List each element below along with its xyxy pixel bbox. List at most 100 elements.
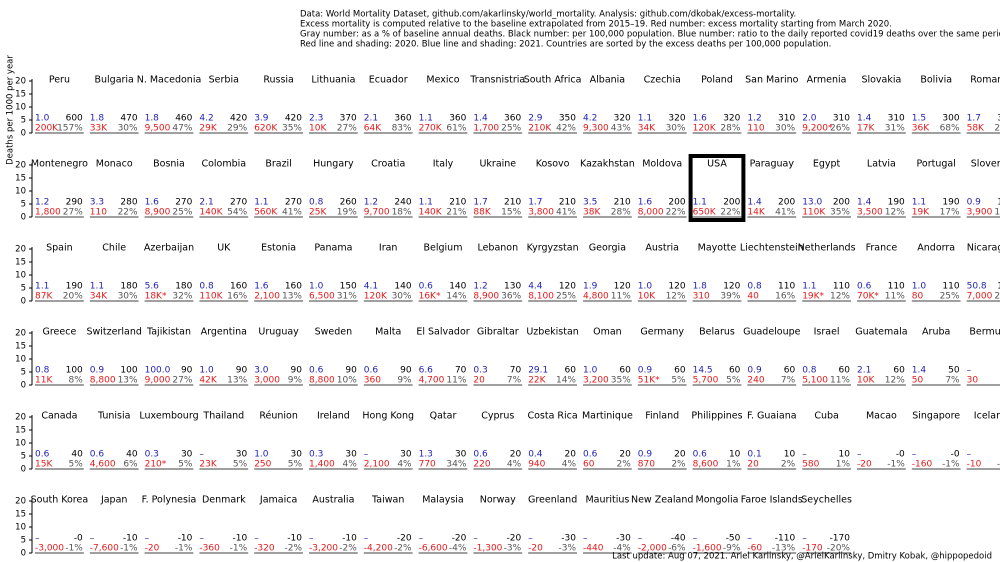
excess-deaths: 34K — [90, 292, 108, 302]
per-100k: 140 — [394, 282, 411, 292]
country-name: Panama — [314, 243, 352, 254]
excess-pct: 27% — [994, 292, 1000, 302]
ratio: 0.6 — [364, 366, 379, 376]
excess-pct: 36% — [501, 292, 521, 302]
per-100k: -0 — [74, 534, 83, 544]
excess-pct: 27% — [172, 376, 192, 386]
excess-pct: 22% — [666, 208, 686, 218]
country-name: Mongolia — [696, 495, 739, 506]
excess-deaths: 310 — [693, 292, 710, 302]
country-name: Spain — [46, 243, 73, 254]
excess-pct: 13% — [118, 376, 138, 386]
excess-deaths: 200K — [35, 124, 59, 134]
excess-deaths: 3,000 — [254, 376, 280, 386]
ratio: 1.1 — [693, 198, 707, 208]
excess-pct: 8% — [69, 376, 84, 386]
country-name: Kyrgyzstan — [527, 243, 579, 254]
country-name: Martinique — [582, 411, 633, 422]
per-100k: 40 — [126, 450, 138, 460]
excess-pct: -1% — [942, 460, 960, 470]
country-name: Bosnia — [153, 159, 185, 170]
per-100k: -0 — [896, 450, 905, 460]
excess-deaths: 70K* — [857, 292, 879, 302]
excess-pct: 25% — [556, 292, 576, 302]
excess-deaths: -170 — [802, 544, 823, 554]
ratio: – — [90, 534, 95, 544]
ratio: – — [364, 534, 369, 544]
ratio: 1.8 — [693, 282, 708, 292]
ratio: 1.0 — [254, 450, 269, 460]
per-100k: 200 — [778, 198, 795, 208]
per-100k: 470 — [120, 114, 137, 124]
y-tick-label: 0 — [21, 129, 26, 139]
excess-pct: -4% — [449, 544, 467, 554]
country-name: Uruguay — [258, 327, 299, 338]
excess-deaths: 1,700 — [473, 124, 499, 134]
excess-deaths: 560K — [254, 208, 278, 218]
ratio: 5.6 — [145, 282, 160, 292]
country-name: Brazil — [265, 159, 292, 170]
excess-pct: 2% — [671, 460, 686, 470]
per-100k: 110 — [942, 282, 959, 292]
per-100k: 90 — [400, 366, 412, 376]
ratio: – — [199, 534, 204, 544]
excess-deaths: -4,200 — [364, 544, 393, 554]
excess-pct: -6% — [668, 544, 686, 554]
per-100k: 150 — [340, 282, 357, 292]
y-tick-label: 20 — [15, 161, 26, 171]
excess-pct: 21% — [446, 208, 466, 218]
excess-deaths: 4,800 — [583, 292, 609, 302]
country-name: Réunion — [259, 411, 298, 422]
per-100k: 60 — [784, 366, 796, 376]
country-name: Malta — [375, 327, 401, 338]
ratio: 2.3 — [309, 114, 323, 124]
ratio: 1.1 — [35, 282, 49, 292]
country-name: Ukraine — [479, 159, 516, 170]
y-tick-label: 10 — [15, 523, 26, 533]
country-name: UK — [217, 243, 231, 254]
excess-pct: -13% — [772, 544, 796, 554]
ratio: 14.5 — [693, 366, 713, 376]
per-100k: 190 — [66, 282, 83, 292]
excess-deaths: 8,800 — [90, 376, 116, 386]
country-name: Netherlands — [798, 243, 856, 254]
ratio: 0.9 — [747, 366, 762, 376]
excess-pct: -3% — [504, 544, 522, 554]
ratio: 0.8 — [747, 282, 762, 292]
ratio: – — [254, 534, 259, 544]
excess-pct: 32% — [172, 292, 192, 302]
per-100k: 300 — [942, 114, 959, 124]
ratio: 3.9 — [254, 114, 269, 124]
ratio: – — [199, 450, 204, 460]
country-name: Russia — [263, 75, 294, 86]
country-name: Qatar — [430, 411, 457, 422]
ratio: 1.1 — [638, 114, 652, 124]
excess-deaths: 9,500 — [145, 124, 171, 134]
excess-deaths: 650K — [693, 208, 717, 218]
excess-pct: 11% — [830, 376, 850, 386]
ratio: 2.1 — [199, 198, 213, 208]
ratio: 4.2 — [199, 114, 213, 124]
country-name: Iran — [379, 243, 398, 254]
ratio: 0.9 — [638, 366, 653, 376]
per-100k: 60 — [674, 366, 686, 376]
country-name: Seychelles — [801, 495, 852, 506]
excess-deaths: 23K — [199, 460, 217, 470]
per-100k: 290 — [66, 198, 83, 208]
excess-deaths: 51K* — [638, 376, 660, 386]
per-100k: -10 — [342, 534, 357, 544]
excess-pct: -1% — [230, 544, 248, 554]
country-name: Belarus — [699, 327, 735, 338]
per-100k: -20 — [397, 534, 412, 544]
per-100k: 120 — [559, 282, 576, 292]
country-name: Tajikistan — [146, 327, 191, 338]
y-tick-label: 5 — [21, 116, 26, 126]
country-name: Austria — [645, 243, 679, 254]
excess-deaths: -20 — [145, 544, 160, 554]
per-100k: 310 — [778, 114, 795, 124]
per-100k: -170 — [830, 534, 851, 544]
ratio: 13.0 — [802, 198, 822, 208]
excess-deaths: 120K — [364, 292, 388, 302]
excess-deaths: 870 — [638, 460, 655, 470]
per-100k: 100 — [120, 366, 137, 376]
